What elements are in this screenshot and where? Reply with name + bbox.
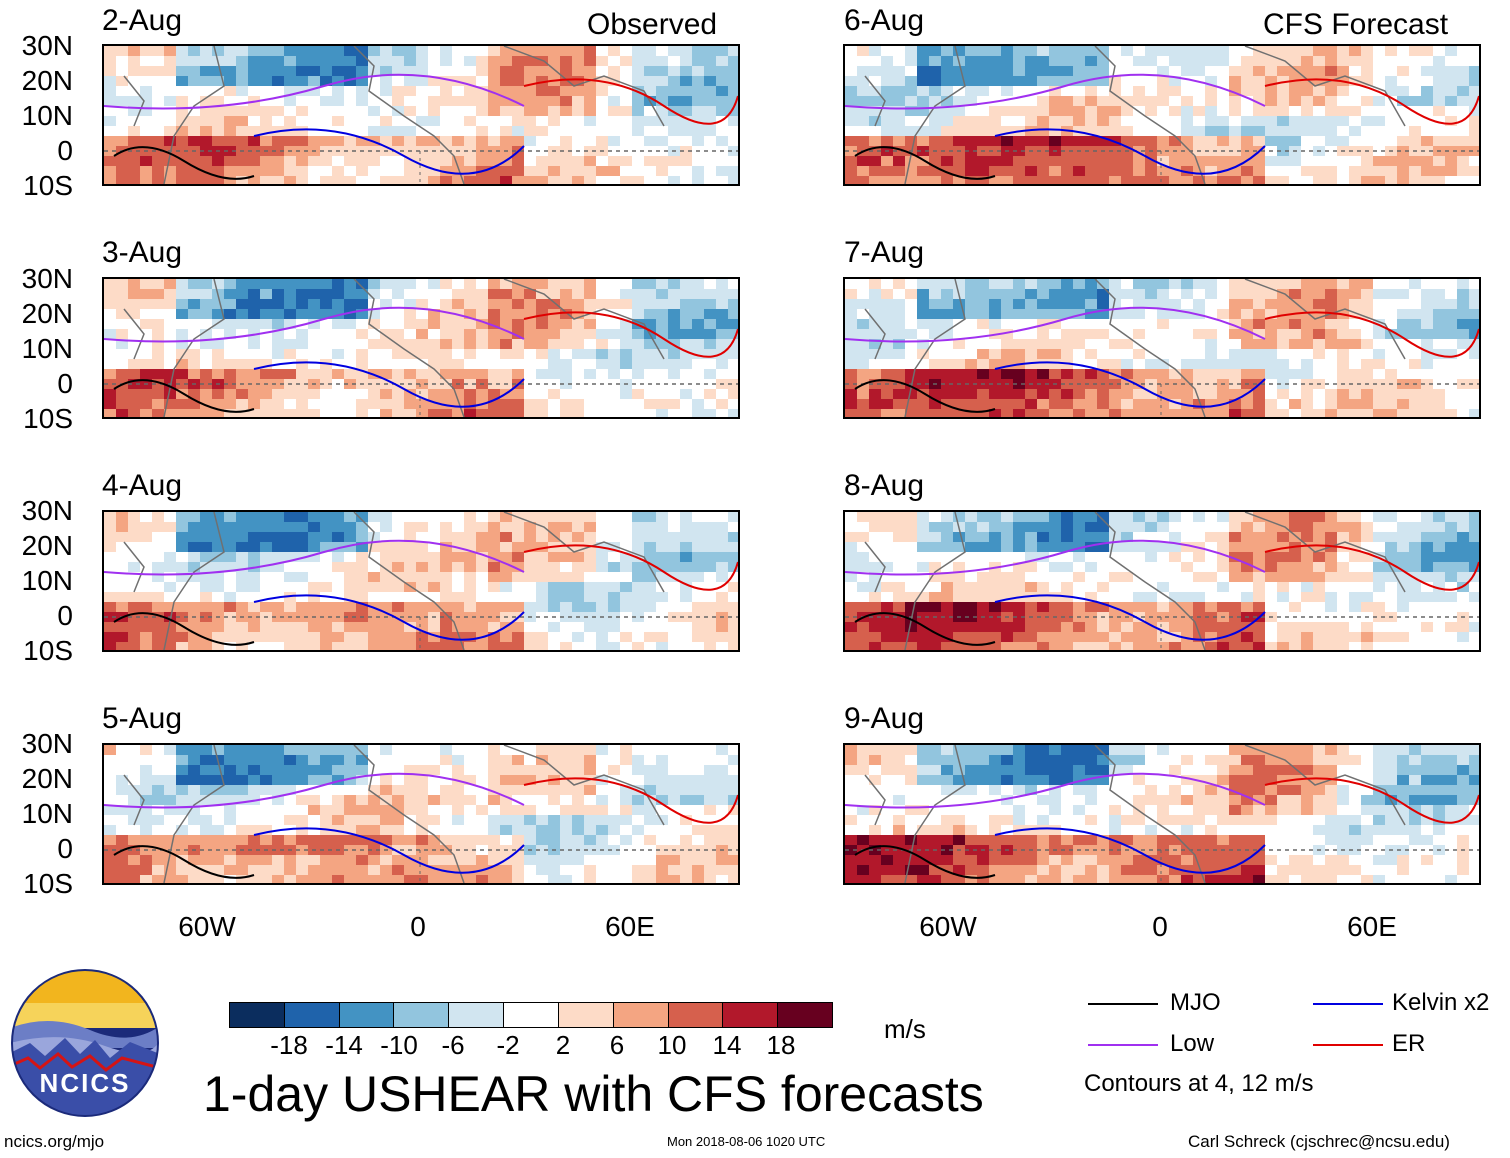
- lat-label: 10S: [23, 868, 73, 899]
- colorbar-swatch: [558, 1003, 614, 1027]
- lon-label-left-60w: 60W: [178, 911, 236, 942]
- shear-field: [845, 512, 1479, 650]
- map-panel-fc-2: [843, 277, 1481, 419]
- map-panel-obs-4: [102, 743, 740, 885]
- legend-line-mjo: [1088, 1003, 1158, 1005]
- map-panel-obs-3: [102, 510, 740, 652]
- day-label-obs-1: 2-Aug: [102, 4, 183, 37]
- colorbar-tick: 10: [657, 1030, 687, 1060]
- colorbar-swatch: [449, 1003, 505, 1027]
- legend-line-er: [1313, 1044, 1383, 1046]
- lat-label: 10N: [21, 798, 73, 829]
- day-label-fc-1: 6-Aug: [844, 4, 925, 37]
- colorbar-swatch: [723, 1003, 779, 1027]
- lat-label: 0: [57, 833, 73, 864]
- colorbar-tick: 2: [555, 1030, 571, 1060]
- lat-label: 0: [57, 600, 73, 631]
- colorbar-tick: -10: [380, 1030, 418, 1060]
- colorbar-swatch: [339, 1003, 395, 1027]
- lat-label: 30N: [21, 30, 73, 61]
- lat-label: 10N: [21, 100, 73, 131]
- lat-label: 20N: [21, 763, 73, 794]
- legend-line-low: [1088, 1044, 1158, 1046]
- colorbar-tick: -2: [496, 1030, 520, 1060]
- legend-label-kelvin: Kelvin x2: [1392, 989, 1490, 1016]
- figure-title: 1-day USHEAR with CFS forecasts: [203, 1066, 984, 1122]
- ncics-logo: NCICS: [10, 968, 160, 1118]
- lat-label: 30N: [21, 495, 73, 526]
- lat-label: 20N: [21, 530, 73, 561]
- shear-field: [845, 46, 1479, 184]
- day-label-obs-3: 4-Aug: [102, 469, 183, 502]
- lat-label: 10S: [23, 635, 73, 666]
- lat-label: 0: [57, 135, 73, 166]
- lat-label: 30N: [21, 728, 73, 759]
- lat-label: 30N: [21, 263, 73, 294]
- colorbar-tick: 18: [766, 1030, 796, 1060]
- colorbar-tick: -14: [325, 1030, 363, 1060]
- forecast-header: CFS Forecast: [1263, 8, 1449, 41]
- shear-field: [104, 46, 738, 184]
- colorbar-tick: 6: [609, 1030, 625, 1060]
- lat-label: 20N: [21, 65, 73, 96]
- colorbar-swatch: [230, 1003, 285, 1027]
- lat-label: 10N: [21, 565, 73, 596]
- lon-label-right-60e: 60E: [1347, 911, 1397, 942]
- lat-label: 10N: [21, 333, 73, 364]
- map-panel-fc-4: [843, 743, 1481, 885]
- legend-label-low: Low: [1170, 1030, 1215, 1057]
- colorbar: [229, 1002, 833, 1028]
- legend-label-mjo: MJO: [1170, 989, 1221, 1016]
- logo-graphic: [11, 969, 159, 1117]
- map-panel-obs-2: [102, 277, 740, 419]
- map-panel-obs-1: [102, 44, 740, 186]
- legend-label-er: ER: [1392, 1030, 1426, 1057]
- map-panel-fc-3: [843, 510, 1481, 652]
- day-label-obs-4: 5-Aug: [102, 702, 183, 735]
- lat-label: 10S: [23, 170, 73, 201]
- colorbar-swatch: [613, 1003, 669, 1027]
- lon-label-right-0: 0: [1152, 911, 1168, 942]
- colorbar-swatch: [668, 1003, 724, 1027]
- logo-text: NCICS: [39, 1068, 131, 1098]
- observed-header: Observed: [587, 8, 718, 41]
- colorbar-tick: 14: [712, 1030, 742, 1060]
- footer-url[interactable]: ncics.org/mjo: [4, 1132, 105, 1151]
- shear-field: [104, 279, 738, 417]
- shear-field: [104, 745, 738, 883]
- colorbar-swatch: [778, 1003, 832, 1027]
- lat-label: 0: [57, 368, 73, 399]
- shear-field: [845, 745, 1479, 883]
- colorbar-tick: -18: [270, 1030, 308, 1060]
- map-panel-fc-1: [843, 44, 1481, 186]
- lat-label: 20N: [21, 298, 73, 329]
- lon-label-left-60e: 60E: [605, 911, 655, 942]
- colorbar-swatch: [284, 1003, 340, 1027]
- lon-label-left-0: 0: [410, 911, 426, 942]
- lon-label-right-60w: 60W: [919, 911, 977, 942]
- colorbar-swatch: [504, 1003, 559, 1027]
- day-label-fc-4: 9-Aug: [844, 702, 925, 735]
- colorbar-tick: -6: [441, 1030, 465, 1060]
- shear-field: [845, 279, 1479, 417]
- colorbar-swatch: [394, 1003, 450, 1027]
- footer-timestamp: Mon 2018-08-06 1020 UTC: [667, 1134, 826, 1149]
- day-label-fc-3: 8-Aug: [844, 469, 925, 502]
- legend-line-kelvin: [1313, 1003, 1383, 1005]
- day-label-fc-2: 7-Aug: [844, 236, 925, 269]
- lat-label: 10S: [23, 403, 73, 434]
- colorbar-units: m/s: [884, 1014, 926, 1044]
- legend-note: Contours at 4, 12 m/s: [1084, 1070, 1314, 1097]
- shear-field: [104, 512, 738, 650]
- footer-author: Carl Schreck (cjschrec@ncsu.edu): [1188, 1132, 1450, 1151]
- day-label-obs-2: 3-Aug: [102, 236, 183, 269]
